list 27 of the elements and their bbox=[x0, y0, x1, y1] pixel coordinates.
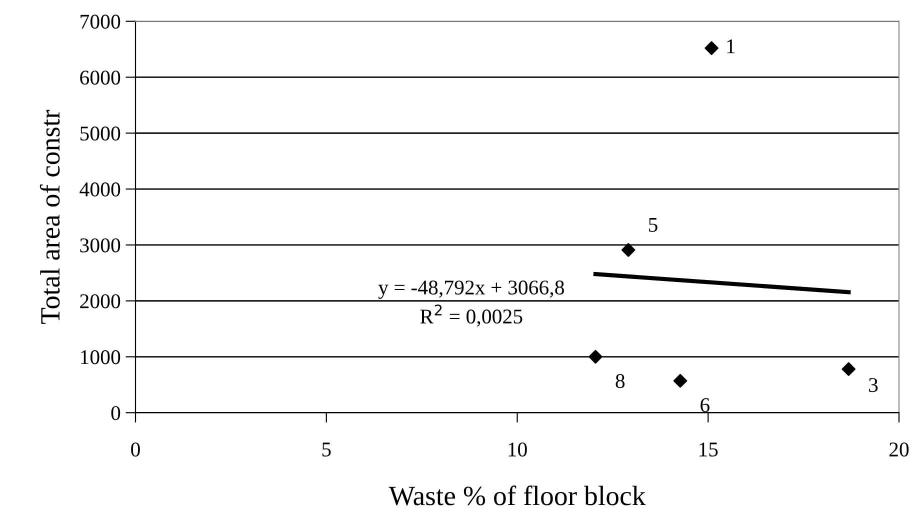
x-tick-label: 15 bbox=[700, 442, 718, 457]
point bbox=[673, 374, 688, 388]
y-tick-label: 1000 bbox=[81, 350, 120, 364]
point bbox=[704, 41, 718, 56]
x-tick-label: 5 bbox=[322, 442, 331, 457]
y-tick-label: 0 bbox=[111, 406, 120, 420]
annotation: 1 bbox=[727, 39, 735, 54]
point bbox=[621, 243, 636, 257]
point bbox=[842, 362, 856, 376]
annotation: 3 bbox=[869, 378, 878, 392]
annotation: y = -48,792x + 3066,8 bbox=[378, 280, 564, 299]
y-tick-label: 4000 bbox=[80, 182, 120, 196]
annotation: 6 bbox=[700, 398, 710, 412]
y-tick-label: 5000 bbox=[80, 126, 120, 141]
annotation: 8 bbox=[616, 374, 625, 388]
y-axis-title: Total area of constr bbox=[40, 110, 60, 324]
annotation: R$^{2}$ = 0,0025 bbox=[420, 304, 522, 327]
y-tick-label: 3000 bbox=[80, 238, 120, 252]
y-tick-label: 6000 bbox=[80, 70, 120, 85]
point bbox=[588, 350, 602, 364]
annotation: 5 bbox=[648, 218, 658, 232]
x-axis-title: Waste % of floor block bbox=[388, 485, 646, 506]
x-tick-label: 10 bbox=[508, 442, 527, 457]
y-tick-label: 7000 bbox=[80, 14, 120, 29]
x-tick-label: 0 bbox=[131, 442, 140, 457]
x-tick-label: 20 bbox=[890, 442, 909, 457]
y-tick-label: 2000 bbox=[80, 294, 120, 308]
